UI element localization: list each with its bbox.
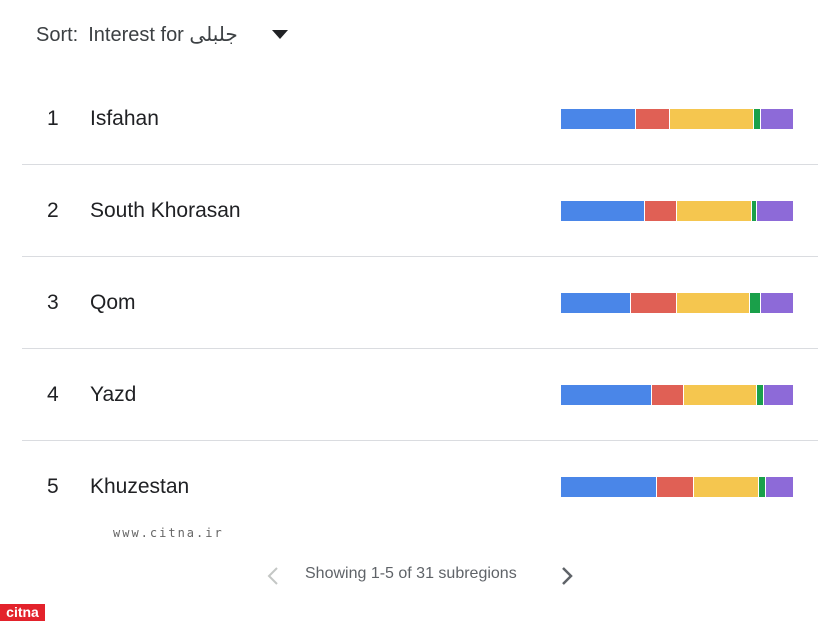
bar-segment <box>561 385 652 405</box>
region-name: Qom <box>90 291 136 314</box>
region-row[interactable]: 5 Khuzestan <box>22 441 818 533</box>
rank: 1 <box>47 107 59 130</box>
rank: 2 <box>47 199 59 222</box>
region-name: Yazd <box>90 383 137 406</box>
bar-segment <box>670 109 755 129</box>
region-name: South Khorasan <box>90 199 241 222</box>
sort-label: Sort: <box>36 24 79 46</box>
stacked-bar <box>561 109 794 129</box>
rank: 4 <box>47 383 59 406</box>
bar-segment <box>677 293 750 313</box>
pagination-text: Showing 1-5 of 31 subregions <box>305 565 517 582</box>
bar-segment <box>651 385 685 405</box>
bar-segment <box>749 293 762 313</box>
region-row[interactable]: 4 Yazd <box>22 349 818 441</box>
sort-value: Interest for جلبلی <box>88 24 238 46</box>
row-divider <box>22 348 818 349</box>
bar-segment <box>684 385 757 405</box>
bar-segment <box>761 109 794 129</box>
prev-page[interactable] <box>266 566 280 586</box>
bar-segment <box>677 201 753 221</box>
rank: 3 <box>47 291 59 314</box>
bar-segment <box>763 385 794 405</box>
dropdown-arrow[interactable] <box>272 30 288 40</box>
stacked-bar <box>561 293 794 313</box>
bar-segment <box>630 293 678 313</box>
bar-segment <box>656 477 694 497</box>
stacked-bar <box>561 385 794 405</box>
rank: 5 <box>47 475 59 498</box>
region-name: Khuzestan <box>90 475 190 498</box>
bar-segment <box>693 477 760 497</box>
bar-segment <box>561 293 631 313</box>
row-divider <box>22 256 818 257</box>
bar-segment <box>752 201 757 221</box>
bar-segment <box>766 477 794 497</box>
stacked-bar <box>561 477 794 497</box>
sort-control[interactable]: Sort: Interest for جلبلی <box>36 22 238 47</box>
bar-segment <box>561 109 636 129</box>
region-name: Isfahan <box>90 107 159 130</box>
row-divider <box>22 440 818 441</box>
bar-segment <box>561 201 645 221</box>
bar-segment <box>635 109 671 129</box>
bar-segment <box>561 477 657 497</box>
bar-segment <box>756 201 794 221</box>
next-page[interactable] <box>560 566 574 586</box>
watermark: www.citna.ir <box>113 526 224 540</box>
stacked-bar <box>561 201 794 221</box>
bar-segment <box>756 385 764 405</box>
row-divider <box>22 164 818 165</box>
bar-segment <box>761 293 794 313</box>
region-row[interactable]: 3 Qom <box>22 257 818 349</box>
region-row[interactable]: 2 South Khorasan <box>22 165 818 257</box>
bar-segment <box>759 477 766 497</box>
bar-segment <box>754 109 762 129</box>
bar-segment <box>644 201 678 221</box>
logo: citna <box>0 604 45 621</box>
region-row[interactable]: 1 Isfahan <box>22 73 818 165</box>
